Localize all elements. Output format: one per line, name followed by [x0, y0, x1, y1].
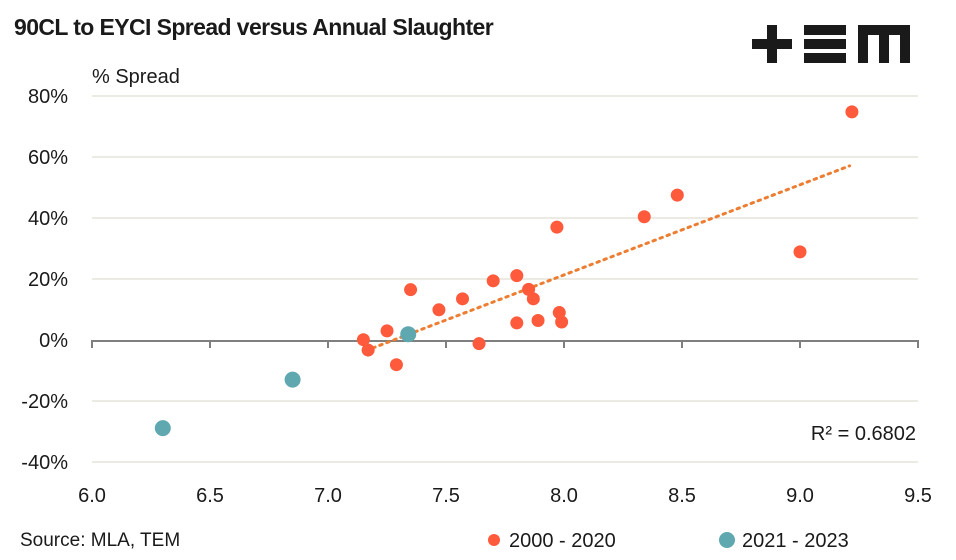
data-point-2021-2023: [154, 420, 171, 437]
legend-marker: [719, 532, 735, 548]
chart-title: 90CL to EYCI Spread versus Annual Slaugh…: [14, 14, 494, 40]
logo-e-bar-top: [804, 25, 846, 35]
data-point-2000-2020: [486, 274, 500, 288]
x-tick-label: 8.5: [668, 485, 696, 507]
data-point-2000-2020: [531, 313, 545, 327]
tem-logo-icon: [752, 25, 910, 63]
logo-m-right: [900, 25, 910, 63]
data-point-2000-2020: [637, 210, 651, 224]
y-tick-label: -20%: [21, 391, 68, 413]
legend-marker: [488, 534, 500, 546]
x-tick-label: 6.5: [196, 485, 224, 507]
data-point-2000-2020: [404, 283, 418, 297]
data-point-2000-2020: [510, 269, 524, 283]
x-tick-label: 9.5: [904, 485, 932, 507]
x-tick-label: 8.0: [550, 485, 578, 507]
data-point-2000-2020: [361, 343, 375, 357]
y-tick-label: 80%: [28, 86, 68, 108]
x-tick-label: 6.0: [78, 485, 106, 507]
data-point-2000-2020: [845, 105, 859, 119]
data-point-2021-2023: [284, 371, 301, 388]
data-point-2000-2020: [432, 303, 446, 317]
y-tick-label: 0%: [39, 330, 68, 352]
trendline: [364, 164, 852, 353]
data-point-2021-2023: [400, 326, 417, 343]
r-squared-label: R² = 0.6802: [811, 423, 916, 445]
data-point-2000-2020: [550, 220, 564, 234]
data-point-2000-2020: [389, 358, 403, 372]
data-point-2000-2020: [526, 292, 540, 306]
logo-e-bar-mid: [804, 39, 846, 49]
y-tick-label: 40%: [28, 208, 68, 230]
x-tick-label: 9.0: [786, 485, 814, 507]
y-tick-label: -40%: [21, 452, 68, 474]
data-point-2000-2020: [670, 188, 684, 202]
logo-m-mid: [879, 25, 889, 63]
data-point-2000-2020: [356, 333, 370, 347]
data-point-2000-2020: [456, 292, 470, 306]
logo-m-left: [858, 25, 868, 63]
legend-label: 2021 - 2023: [742, 530, 849, 552]
data-point-2000-2020: [380, 324, 394, 338]
data-point-2000-2020: [472, 337, 486, 351]
data-point-2000-2020: [510, 316, 524, 330]
x-tick-label: 7.0: [314, 485, 342, 507]
y-tick-label: 60%: [28, 147, 68, 169]
source-note: Source: MLA, TEM: [20, 530, 181, 551]
x-tick-label: 7.5: [432, 485, 460, 507]
legend-label: 2000 - 2020: [509, 530, 616, 552]
data-point-2000-2020: [793, 245, 807, 259]
data-point-2000-2020: [555, 315, 569, 329]
logo-e-bar-bottom: [804, 53, 846, 63]
y-tick-label: 20%: [28, 269, 68, 291]
logo-plus-vertical: [767, 25, 777, 63]
y-axis-label: % Spread: [92, 66, 180, 88]
